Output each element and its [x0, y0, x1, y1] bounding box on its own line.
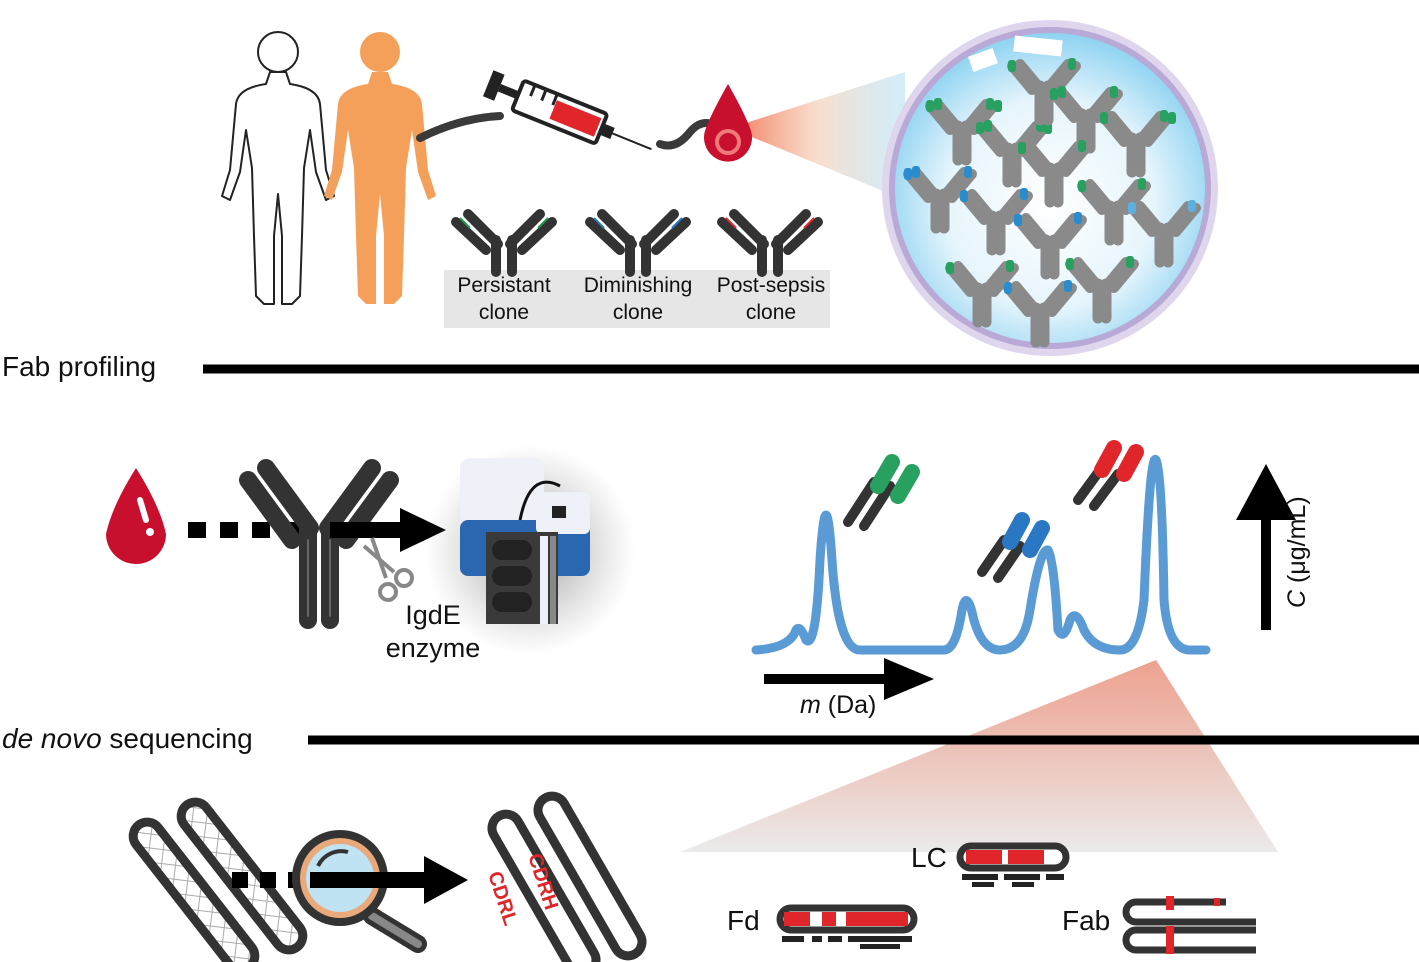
fd-label: Fd	[727, 905, 760, 936]
fab-label: Fab	[1062, 905, 1110, 936]
tubing	[416, 112, 504, 142]
patient-person-icon	[324, 32, 436, 304]
x-axis-label-var: m	[800, 691, 821, 719]
persistent-clone-label: Persistant	[457, 274, 551, 297]
process-arrow-head	[400, 508, 446, 552]
diminishing-clone-label: Diminishing	[584, 274, 693, 297]
fab-fragment-icon	[1122, 896, 1256, 954]
post-sepsis-clone-label: Post-sepsis	[717, 274, 826, 297]
heavy-chain-fd-icon	[776, 904, 918, 949]
scissors-icon	[362, 537, 414, 602]
fab-profiling-heading: Fab profiling	[2, 351, 156, 382]
post-sepsis-clone-label-2: clone	[746, 301, 796, 324]
post-sepsis-clone-antibody-icon	[717, 209, 823, 277]
persistent-clone-antibody-icon	[451, 209, 557, 277]
diminishing-clone-label-2: clone	[613, 301, 663, 324]
de-novo-heading-italic: de novo	[2, 723, 102, 754]
magnify-beam	[730, 72, 905, 200]
zoom-cone	[680, 660, 1278, 852]
green-fab-icon	[843, 454, 920, 531]
y-axis-label-var: C	[1283, 589, 1311, 608]
red-fab-icon	[1073, 440, 1144, 511]
igg-antibody-icon	[239, 459, 399, 629]
diminishing-clone-antibody-icon	[585, 209, 691, 277]
blood-sample-drop-icon	[106, 468, 166, 564]
syringe-icon	[483, 70, 652, 151]
x-axis-label: m (Da)	[800, 691, 876, 719]
x-axis-label-unit: (Da)	[821, 691, 877, 719]
light-chain-icon	[956, 842, 1070, 887]
persistent-clone-label-2: clone	[479, 301, 529, 324]
mass-spectrometer-icon	[425, 445, 635, 655]
clone-label-box	[444, 270, 830, 328]
x-axis-arrow-head	[884, 658, 934, 700]
blood-drop-icon	[704, 84, 753, 162]
blue-fab-icon	[977, 512, 1050, 583]
spectrum-trace	[751, 454, 1211, 655]
raw-chain-pair-icon	[128, 797, 308, 962]
de-novo-heading-rest: sequencing	[102, 723, 253, 754]
y-axis-label-unit: (μg/mL)	[1283, 496, 1311, 590]
sequencing-arrow-head	[424, 856, 468, 904]
de-novo-heading: de novo sequencing	[2, 723, 253, 754]
tubing-2	[656, 119, 716, 150]
enzyme-label-2: enzyme	[386, 633, 481, 663]
lc-label: LC	[911, 842, 947, 873]
healthy-person-icon	[221, 31, 335, 305]
y-axis-label: C (μg/mL)	[1283, 496, 1311, 608]
sphere-antibodies	[904, 58, 1196, 342]
cdr-chain-pair-icon	[487, 791, 647, 962]
mass-spectrum	[751, 454, 1211, 655]
y-axis-arrow-head	[1236, 464, 1296, 520]
